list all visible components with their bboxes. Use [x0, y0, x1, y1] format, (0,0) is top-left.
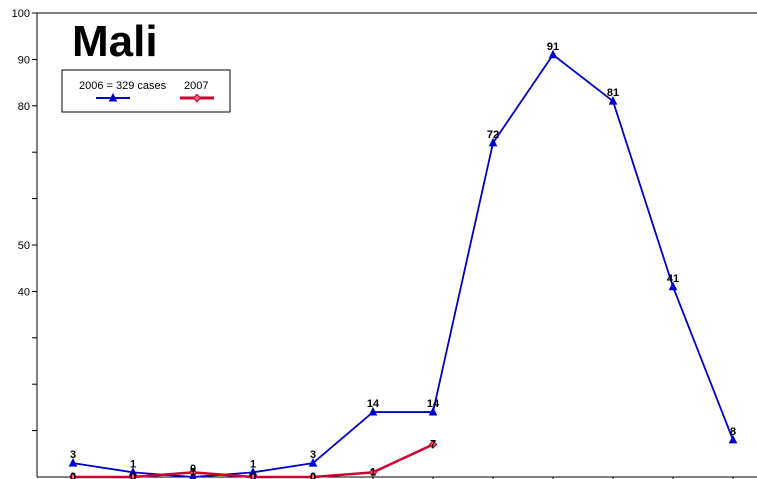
series-layer — [68, 49, 738, 479]
legend-box — [61, 69, 231, 113]
series-1-data-label-3: 0 — [250, 471, 256, 479]
y-tick-label-100: 100 — [12, 8, 30, 20]
y-tick-label-80: 80 — [18, 101, 30, 113]
series-0 — [68, 49, 738, 479]
series-0-point-11 — [728, 434, 738, 444]
series-line-0 — [72, 53, 734, 478]
series-0-data-label-8: 91 — [547, 41, 559, 53]
series-1-point-3 — [248, 472, 258, 479]
series-0-data-label-0: 3 — [70, 449, 76, 461]
series-0-point-10 — [668, 281, 678, 291]
series-1-data-label-2: 1 — [190, 466, 196, 478]
series-0-point-9 — [608, 96, 618, 105]
series-1 — [68, 440, 438, 479]
series-0-data-label-5: 14 — [367, 398, 380, 410]
legend-label-2007: 2007 — [184, 80, 208, 92]
series-0-point-6 — [428, 406, 438, 416]
series-0-point-7 — [488, 137, 498, 147]
y-tick-label-40: 40 — [18, 286, 30, 298]
series-0-data-label-6: 14 — [427, 398, 440, 410]
series-0-data-label-9: 81 — [607, 87, 619, 99]
series-0-point-0 — [68, 457, 78, 467]
chart-title: Mali — [72, 17, 158, 66]
series-1-point-5 — [368, 468, 378, 477]
series-0-point-8 — [548, 49, 558, 59]
series-0-point-5 — [368, 406, 378, 416]
legend-swatch-2006 — [96, 92, 130, 102]
series-0-data-label-3: 1 — [250, 458, 256, 470]
y-tick-label-50: 50 — [18, 240, 30, 252]
series-1-point-4 — [308, 472, 318, 479]
series-1-data-label-5: 1 — [370, 466, 376, 478]
series-1-point-2 — [188, 468, 198, 477]
y-tick-label-90: 90 — [18, 54, 30, 66]
series-1-point-0 — [68, 472, 78, 479]
series-1-data-label-1: 0 — [130, 471, 136, 479]
series-0-data-label-11: 8 — [730, 426, 736, 438]
series-1-data-label-0: 0 — [70, 471, 76, 479]
y-axis-ticks: 40 50 80 90 100 — [12, 8, 37, 432]
series-0-data-label-4: 3 — [310, 449, 316, 461]
series-1-point-6 — [428, 440, 438, 449]
legend-marker-2006 — [108, 92, 118, 102]
legend-label-2006: 2006 = 329 cases — [79, 80, 167, 92]
series-1-point-1 — [128, 472, 138, 479]
legend-marker-2007 — [192, 93, 202, 103]
series-0-data-label-7: 72 — [487, 129, 499, 141]
series-0-data-label-2: 0 — [190, 463, 196, 475]
series-0-data-label-1: 1 — [130, 458, 136, 470]
legend-swatch-2007 — [180, 93, 214, 103]
series-1-data-label-4: 0 — [310, 471, 316, 479]
legend: 2006 = 329 cases 2007 — [61, 69, 231, 113]
series-1-data-label-6: 7 — [430, 439, 436, 451]
series-0-data-label-10: 41 — [667, 273, 679, 285]
series-0-point-4 — [308, 457, 318, 467]
